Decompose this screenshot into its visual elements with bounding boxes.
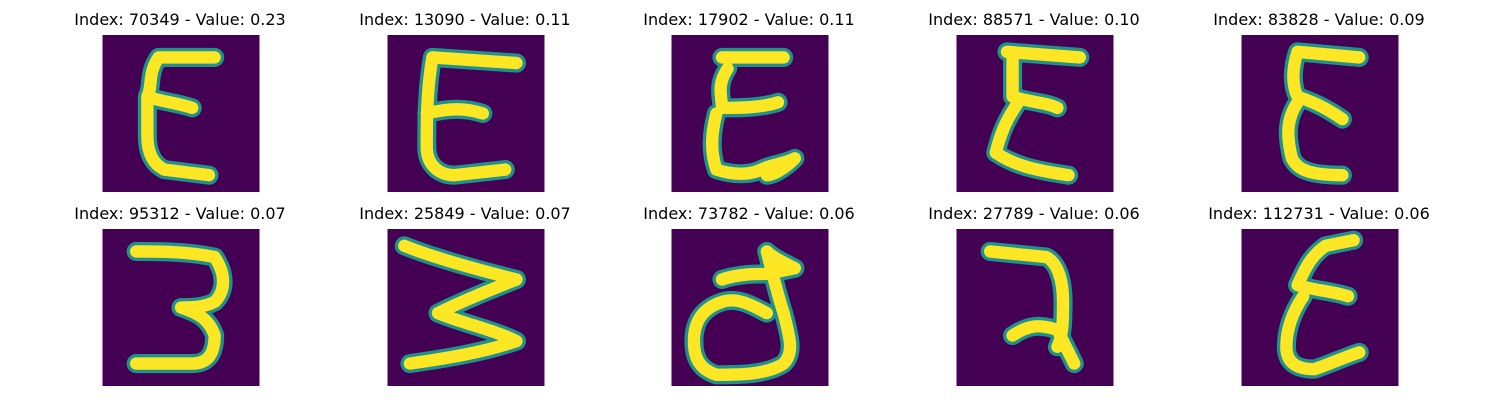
panel-title-9: Index: 27789 - Value: 0.06 — [928, 204, 1140, 223]
digit-image-1 — [102, 35, 260, 192]
digit-image-7 — [387, 229, 545, 386]
glyph-stroke-core — [141, 51, 221, 182]
glyph-stroke-core — [1280, 234, 1366, 376]
panel-title-1: Index: 70349 - Value: 0.23 — [74, 10, 286, 29]
image-panel-6: Index: 95312 - Value: 0.07 — [55, 194, 305, 386]
image-panel-5: Index: 83828 - Value: 0.09 — [1194, 0, 1444, 192]
image-panel-8: Index: 73782 - Value: 0.06 — [624, 194, 874, 386]
digit-image-8 — [671, 229, 829, 386]
glyph-stroke-core — [1282, 45, 1366, 182]
image-panel-2: Index: 13090 - Value: 0.11 — [340, 0, 590, 192]
digit-image-9 — [956, 229, 1114, 386]
glyph-stroke-core — [129, 245, 230, 370]
digit-image-2 — [387, 35, 545, 192]
glyph-stroke-core — [420, 51, 523, 182]
digit-image-6 — [102, 229, 260, 386]
image-panel-7: Index: 25849 - Value: 0.07 — [340, 194, 590, 386]
image-panel-4: Index: 88571 - Value: 0.10 — [909, 0, 1159, 192]
glyph-stroke-core — [705, 51, 802, 182]
panel-title-6: Index: 95312 - Value: 0.07 — [74, 204, 286, 223]
image-panel-3: Index: 17902 - Value: 0.11 — [624, 0, 874, 192]
glyph-stroke-core — [989, 45, 1087, 182]
glyph-stroke-core — [687, 245, 802, 381]
panel-title-10: Index: 112731 - Value: 0.06 — [1208, 204, 1430, 223]
panel-title-5: Index: 83828 - Value: 0.09 — [1213, 10, 1425, 29]
panel-title-7: Index: 25849 - Value: 0.07 — [359, 204, 571, 223]
image-panel-1: Index: 70349 - Value: 0.23 — [55, 0, 305, 192]
digit-image-4 — [956, 35, 1114, 192]
panel-title-4: Index: 88571 - Value: 0.10 — [928, 10, 1140, 29]
glyph-stroke-core — [398, 239, 523, 370]
digit-image-3 — [671, 35, 829, 192]
panel-title-2: Index: 13090 - Value: 0.11 — [359, 10, 571, 29]
image-panel-10: Index: 112731 - Value: 0.06 — [1194, 194, 1444, 386]
panel-title-8: Index: 73782 - Value: 0.06 — [643, 204, 855, 223]
glyph-stroke-core — [983, 245, 1081, 370]
digit-image-10 — [1241, 229, 1399, 386]
image-panel-9: Index: 27789 - Value: 0.06 — [909, 194, 1159, 386]
panel-title-3: Index: 17902 - Value: 0.11 — [643, 10, 855, 29]
digit-image-5 — [1241, 35, 1399, 192]
